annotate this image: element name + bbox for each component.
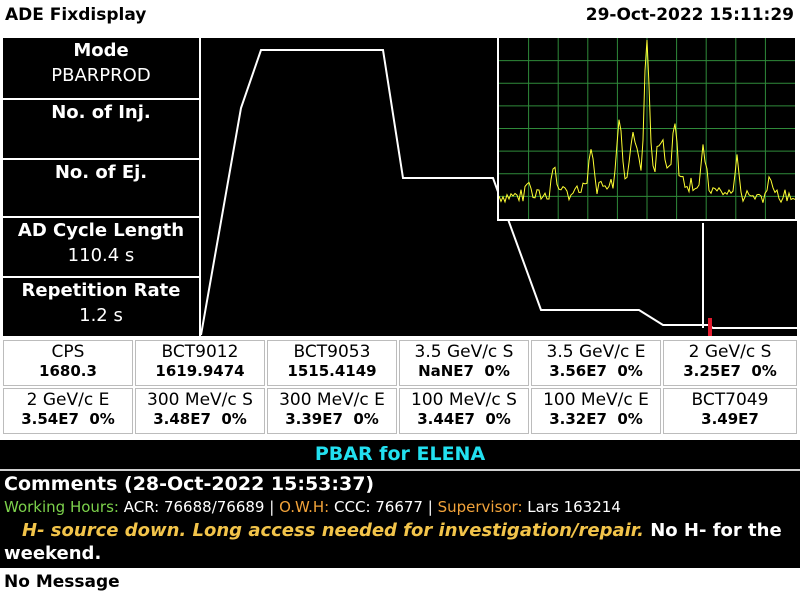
grid-cell-2gev-e: 2 GeV/c E 3.54E7 0% [3, 388, 133, 434]
info-injections: No. of Inj. [3, 98, 199, 158]
grid-cell-value: 1619.9474 [155, 362, 245, 380]
grid-cell-cps: CPS 1680.3 [3, 340, 133, 386]
info-label: No. of Inj. [51, 102, 151, 123]
grid-cell-name: 300 MeV/c S [147, 390, 253, 410]
grid-cell-100mev-s: 100 MeV/c S 3.44E7 0% [399, 388, 529, 434]
spectrum-grid [499, 38, 795, 219]
grid-cell-100mev-e: 100 MeV/c E 3.32E7 0% [531, 388, 661, 434]
grid-cell-name: CPS [51, 342, 85, 362]
grid-cell-2gev-s: 2 GeV/c S 3.25E7 0% [663, 340, 797, 386]
grid-cell-name: 3.5 GeV/c S [414, 342, 514, 362]
owh-label: O.W.H: [279, 498, 330, 516]
grid-cell-name: 100 MeV/c S [411, 390, 517, 410]
beam-destination-banner: PBAR for ELENA [314, 443, 486, 465]
grid-cell-name: 3.5 GeV/c E [546, 342, 646, 362]
working-hours-label: Working Hours: [4, 498, 119, 516]
info-value: PBARPROD [51, 65, 151, 86]
grid-cell-bct9053: BCT9053 1515.4149 [267, 340, 397, 386]
header-datetime: 29-Oct-2022 15:11:29 [585, 5, 794, 25]
cycle-position-marker [708, 318, 712, 342]
grid-cell-3-5gev-e: 3.5 GeV/c E 3.56E7 0% [531, 340, 661, 386]
info-panel: Mode PBARPROD No. of Inj. No. of Ej. AD … [3, 38, 199, 336]
status-message: No Message [4, 572, 120, 592]
grid-cell-value: 3.56E7 0% [549, 362, 643, 380]
grid-cell-name: BCT9053 [293, 342, 371, 362]
grid-cell-value: 3.44E7 0% [417, 410, 511, 428]
grid-cell-bct7049: BCT7049 3.49E7 [663, 388, 797, 434]
info-label: No. of Ej. [54, 162, 148, 183]
spectrum-trace [498, 39, 796, 204]
grid-cell-name: BCT7049 [691, 390, 769, 410]
grid-cell-value: 1680.3 [39, 362, 97, 380]
working-hours-value: ACR: 76688/76689 | [118, 498, 280, 516]
divider [0, 469, 800, 471]
comments-panel [0, 440, 800, 568]
grid-cell-value: 3.49E7 [701, 410, 759, 428]
comment-rest: No H- for the weekend. [4, 520, 782, 564]
grid-cell-value: 3.32E7 0% [549, 410, 643, 428]
grid-cell-300mev-e: 300 MeV/c E 3.39E7 0% [267, 388, 397, 434]
supervisor-label: Supervisor: [437, 498, 523, 516]
info-label: Mode [73, 40, 129, 61]
info-value: 1.2 s [79, 305, 123, 326]
value-grid: CPS 1680.3 BCT9012 1619.9474 BCT9053 151… [3, 340, 797, 436]
info-ejections: No. of Ej. [3, 158, 199, 218]
grid-cell-name: 100 MeV/c E [543, 390, 649, 410]
grid-cell-value: NaNE7 0% [418, 362, 510, 380]
grid-cell-value: 1515.4149 [287, 362, 377, 380]
app-title: ADE Fixdisplay [5, 5, 147, 25]
comments-heading: Comments (28-Oct-2022 15:53:37) [4, 473, 375, 495]
grid-cell-value: 3.54E7 0% [21, 410, 115, 428]
grid-cell-value: 3.39E7 0% [285, 410, 379, 428]
grid-cell-300mev-s: 300 MeV/c S 3.48E7 0% [135, 388, 265, 434]
grid-cell-name: 2 GeV/c E [26, 390, 110, 410]
grid-cell-bct9012: BCT9012 1619.9474 [135, 340, 265, 386]
supervisor-value: Lars 163214 [522, 498, 621, 516]
info-label: Repetition Rate [21, 280, 181, 301]
info-repetition-rate: Repetition Rate 1.2 s [3, 276, 199, 336]
info-label: AD Cycle Length [17, 220, 185, 241]
grid-cell-name: 2 GeV/c S [688, 342, 772, 362]
grid-cell-name: 300 MeV/c E [279, 390, 385, 410]
owh-value: CCC: 76677 | [329, 498, 438, 516]
working-hours-line: Working Hours: ACR: 76688/76689 | O.W.H:… [4, 498, 621, 516]
cycle-plot-svg [200, 49, 797, 342]
info-cycle-length: AD Cycle Length 110.4 s [3, 216, 199, 276]
grid-cell-name: BCT9012 [161, 342, 239, 362]
grid-cell-value: 3.48E7 0% [153, 410, 247, 428]
comment-text: H- source down. Long access needed for i… [4, 519, 794, 565]
grid-cell-3-5gev-s: 3.5 GeV/c S NaNE7 0% [399, 340, 529, 386]
info-mode: Mode PBARPROD [3, 38, 199, 98]
spectrum-svg [498, 38, 796, 219]
spectrum-inset [497, 36, 797, 221]
comment-highlight: H- source down. Long access needed for i… [22, 520, 644, 541]
info-value: 110.4 s [67, 245, 135, 266]
grid-cell-value: 3.25E7 0% [683, 362, 777, 380]
